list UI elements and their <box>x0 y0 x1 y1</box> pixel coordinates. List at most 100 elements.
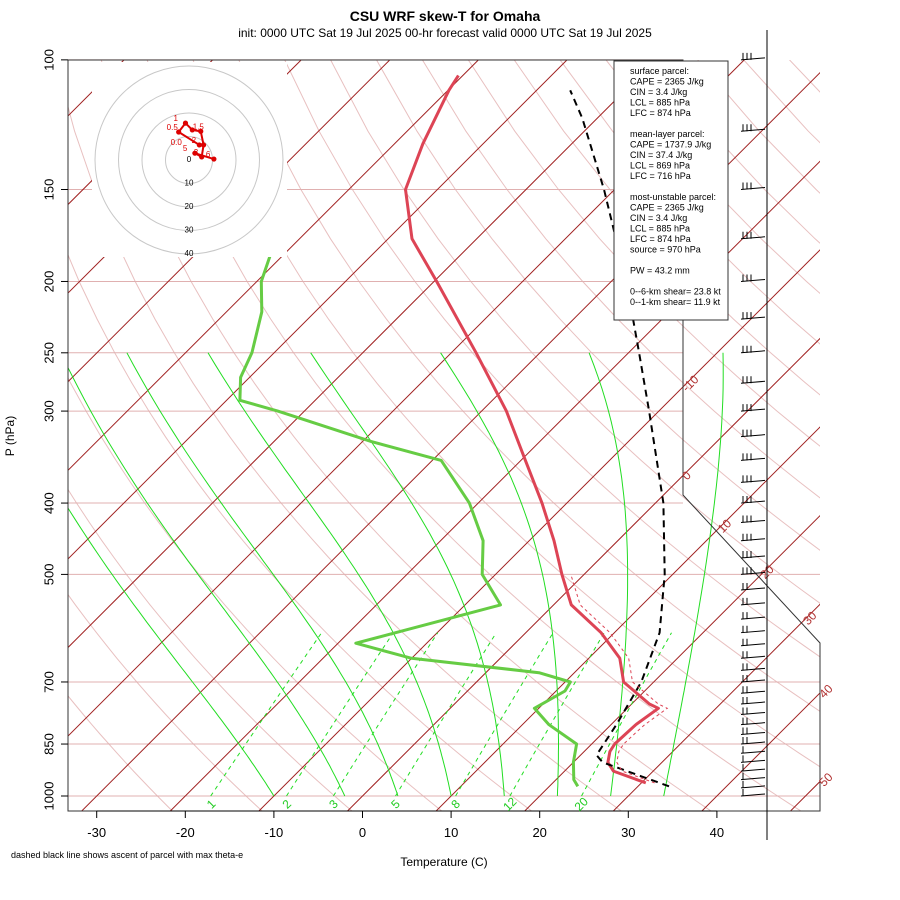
dry-adiabat <box>100 60 712 811</box>
hodograph-point-label: 6 <box>206 150 211 159</box>
isotherm-label: 40 <box>816 681 836 701</box>
wind-barb-shaft <box>740 186 766 190</box>
wind-barb <box>740 755 766 763</box>
wind-barb <box>740 697 766 705</box>
x-tick-label: -30 <box>87 825 106 840</box>
wind-barb-shaft <box>740 701 766 705</box>
wind-barb <box>740 651 766 659</box>
wind-barb-shaft <box>740 316 766 320</box>
info-line: source = 970 hPa <box>630 245 701 255</box>
wind-barb <box>740 582 766 591</box>
wind-barb-shaft <box>740 722 766 726</box>
x-axis-label: Temperature (C) <box>400 855 487 869</box>
isotherm <box>258 249 820 811</box>
hodograph-point-label: 5 <box>183 144 188 153</box>
hodograph-point-label: 0.0 <box>171 138 183 147</box>
hodograph-point <box>192 150 198 156</box>
y-tick-label: 150 <box>41 179 56 201</box>
hodograph-ring-label: 20 <box>185 202 194 211</box>
info-line: surface parcel: <box>630 66 689 76</box>
wind-barb-shaft <box>740 479 766 483</box>
hodograph-point-label: 3 <box>194 148 199 157</box>
wind-barb-shaft <box>740 587 766 591</box>
wind-barb <box>740 182 766 190</box>
wind-barb <box>740 52 766 61</box>
wind-barb <box>740 707 766 716</box>
wind-barb-shaft <box>740 655 766 659</box>
dry-adiabat <box>789 60 820 93</box>
mixing-ratio-line <box>210 632 323 797</box>
wind-barb <box>740 567 766 575</box>
temperature-line <box>404 74 660 785</box>
wind-barb-shaft <box>740 457 766 461</box>
mixing-ratio-line <box>509 632 605 797</box>
dry-adiabat <box>421 60 820 499</box>
dry-adiabat <box>68 376 443 811</box>
isotherm <box>68 60 213 206</box>
wind-barb-shaft <box>740 643 766 647</box>
x-tick-label: 40 <box>710 825 724 840</box>
wind-barb-shaft <box>740 732 766 735</box>
mixing-ratio-label: 3 <box>326 797 341 812</box>
parcel-line <box>569 89 670 788</box>
info-line: LFC = 716 hPa <box>630 171 691 181</box>
y-axis-ticks: 1000 850 700 500 400 300 250 200 150 100 <box>41 49 68 810</box>
isotherm <box>68 60 568 560</box>
mixing-ratio-label: 1 <box>204 797 219 812</box>
wind-barb-shaft <box>740 741 766 745</box>
y-tick-label: 300 <box>41 400 56 422</box>
wind-barb-shaft <box>740 777 766 781</box>
chart-subtitle: init: 0000 UTC Sat 19 Jul 2025 00-hr for… <box>238 26 652 40</box>
wind-barb <box>740 612 766 620</box>
dry-adiabat <box>881 60 900 812</box>
isotherm <box>68 60 479 472</box>
hodograph-ring-label: 0 <box>187 155 192 164</box>
dry-adiabat <box>467 60 820 447</box>
mixing-ratio-line <box>581 632 672 797</box>
wind-barbs <box>740 52 766 797</box>
info-line: 0--1-km shear= 11.9 kt <box>630 297 721 307</box>
wind-barb <box>740 686 766 694</box>
wind-barb <box>740 737 766 745</box>
wind-barb-shaft <box>740 571 766 575</box>
x-tick-label: 30 <box>621 825 635 840</box>
dry-adiabat <box>68 488 353 811</box>
isotherm <box>435 426 820 811</box>
mixing-ratio-label: 2 <box>279 797 294 812</box>
y-tick-label: 250 <box>41 342 56 364</box>
wind-barb <box>740 312 766 320</box>
info-line: LCL = 885 hPa <box>630 224 690 234</box>
wind-barb <box>740 674 766 683</box>
wind-barb <box>740 746 766 754</box>
wind-barb <box>740 515 766 523</box>
hodograph-point <box>211 156 217 162</box>
wind-barb-shaft <box>740 785 766 789</box>
hodograph-point <box>182 120 189 126</box>
isotherm <box>169 160 820 811</box>
mixing-ratio-lines <box>210 632 672 797</box>
isotherm <box>523 514 820 811</box>
dry-adiabat <box>68 253 533 811</box>
profile-series <box>238 74 670 788</box>
dry-adiabat <box>513 60 820 396</box>
wind-barb <box>740 404 766 412</box>
hodograph-ring-label: 10 <box>185 179 194 188</box>
info-line: CAPE = 2365 J/kg <box>630 203 704 213</box>
moist-adiabat <box>68 366 346 797</box>
y-tick-label: 200 <box>41 271 56 293</box>
dry-adiabat <box>68 593 263 811</box>
wind-barb <box>740 533 766 542</box>
hodograph-point <box>189 127 195 133</box>
info-line: most-unstable parcel: <box>630 192 716 202</box>
hodograph-background <box>92 62 287 257</box>
dry-adiabat <box>376 60 820 551</box>
y-tick-label: 100 <box>41 49 56 71</box>
mixing-ratio-label: 5 <box>388 797 403 812</box>
moist-adiabat <box>663 352 724 797</box>
hodograph-ring <box>141 112 237 208</box>
wind-barb <box>740 475 766 483</box>
info-line: PW = 43.2 mm <box>630 266 690 276</box>
wind-barb-shaft <box>740 759 766 763</box>
hodograph-point <box>199 154 205 160</box>
